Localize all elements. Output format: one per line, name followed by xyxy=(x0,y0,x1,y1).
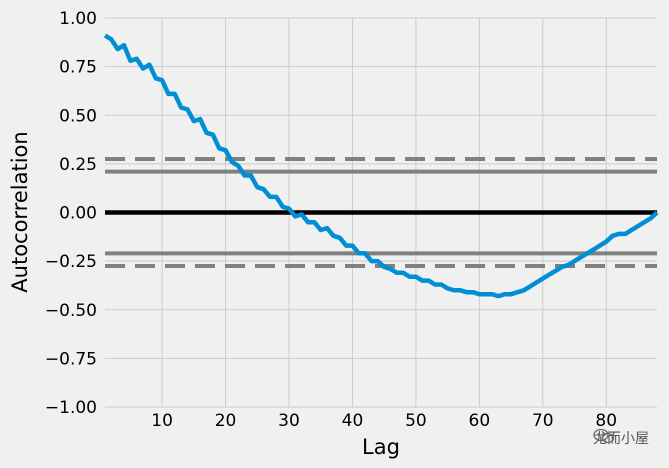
y-axis-ticks: −1.00 −0.75 −0.50 −0.25 0.00 0.25 0.50 0.75 1.00 xyxy=(45,9,97,418)
y-tick-label: 0.00 xyxy=(59,204,97,224)
x-tick-label: 70 xyxy=(532,411,554,431)
y-tick-label: 1.00 xyxy=(59,9,97,29)
x-tick-label: 10 xyxy=(151,411,173,431)
y-tick-label: −0.75 xyxy=(45,349,97,369)
autocorrelation-line xyxy=(103,33,659,299)
y-axis-label: Autocorrelation xyxy=(8,131,32,292)
y-tick-label: 0.50 xyxy=(59,106,97,126)
x-tick-label: 30 xyxy=(278,411,300,431)
y-tick-label: −0.25 xyxy=(45,252,97,272)
y-tick-label: 0.25 xyxy=(59,155,97,175)
watermark: 尤而小屋 xyxy=(593,428,649,448)
wechat-icon xyxy=(593,428,615,444)
x-axis-label: Lag xyxy=(362,435,400,459)
x-tick-label: 40 xyxy=(342,411,364,431)
y-tick-label: −1.00 xyxy=(45,398,97,418)
x-tick-label: 20 xyxy=(215,411,237,431)
series xyxy=(103,33,659,299)
x-tick-label: 50 xyxy=(405,411,427,431)
x-tick-label: 60 xyxy=(469,411,491,431)
x-tick-label: 80 xyxy=(595,411,617,431)
y-tick-label: −0.50 xyxy=(45,301,97,321)
y-tick-label: 0.75 xyxy=(59,58,97,78)
reference-lines xyxy=(105,157,657,268)
x-axis-ticks: 10 20 30 40 50 60 70 80 xyxy=(151,411,617,431)
